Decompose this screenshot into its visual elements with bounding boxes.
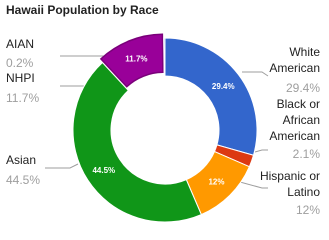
- slice-label: 11.7%: [125, 55, 147, 64]
- slice-percent: 29.4%: [285, 81, 320, 95]
- slice-name: White American: [269, 45, 320, 75]
- slice-percent: 12%: [295, 203, 320, 217]
- slice-label: 12%: [208, 178, 224, 187]
- chart-title: Hawaii Population by Race: [6, 3, 159, 17]
- slice-percent: 11.7%: [6, 91, 40, 105]
- slice-percent: 44.5%: [6, 173, 41, 187]
- slice-percent: 0.2%: [6, 56, 34, 70]
- leader-line: [242, 71, 269, 77]
- slice: [163, 37, 166, 77]
- slice-name: NHPI: [6, 71, 35, 85]
- slice: [99, 33, 164, 88]
- leader-line: [45, 163, 79, 169]
- slice-name: Black or African American: [269, 97, 320, 143]
- slice: [72, 61, 202, 223]
- leader-line: [239, 181, 268, 189]
- slice-name: Hispanic or Latino: [259, 169, 320, 199]
- slice-label: 29.4%: [212, 82, 235, 91]
- leader-line: [254, 149, 268, 153]
- slice-percent: 2.1%: [292, 147, 320, 161]
- slice-name: Asian: [6, 153, 37, 167]
- slice-name: AIAN: [6, 37, 35, 51]
- slice: [164, 37, 258, 156]
- slice-label: 44.5%: [92, 166, 115, 175]
